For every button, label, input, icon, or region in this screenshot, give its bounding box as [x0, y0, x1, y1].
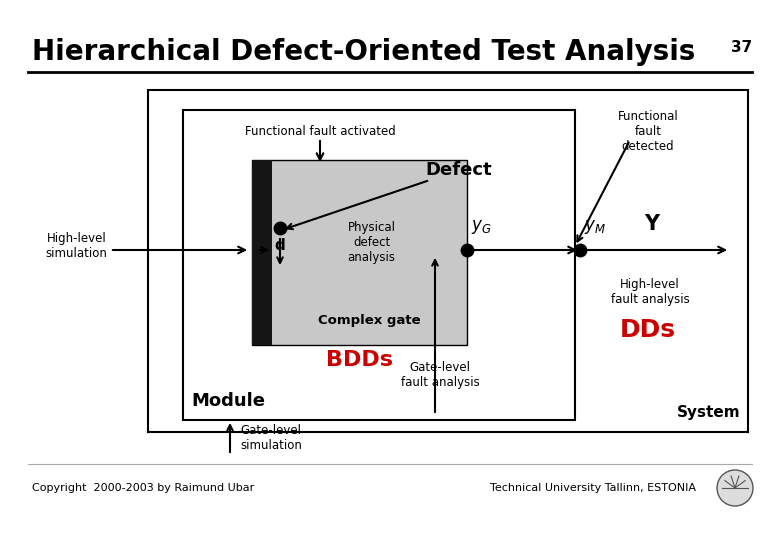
Text: d: d	[275, 238, 285, 253]
Text: DDs: DDs	[620, 318, 676, 342]
Text: Hierarchical Defect-Oriented Test Analysis: Hierarchical Defect-Oriented Test Analys…	[32, 38, 696, 66]
Text: BDDs: BDDs	[327, 350, 393, 370]
Text: High-level
simulation: High-level simulation	[45, 232, 107, 260]
Circle shape	[717, 470, 753, 506]
Text: Functional
fault
detected: Functional fault detected	[618, 110, 679, 153]
Text: Module: Module	[191, 392, 265, 410]
Text: $y_G$: $y_G$	[471, 218, 491, 236]
Text: Technical University Tallinn, ESTONIA: Technical University Tallinn, ESTONIA	[490, 483, 696, 493]
Bar	[183, 110, 575, 420]
Text: $y_M$: $y_M$	[584, 218, 606, 236]
Text: Gate-level
simulation: Gate-level simulation	[240, 424, 302, 452]
Text: Functional fault activated: Functional fault activated	[245, 125, 395, 138]
Text: Gate-level
fault analysis: Gate-level fault analysis	[401, 361, 480, 389]
Text: Defect: Defect	[425, 161, 491, 179]
Bar	[252, 160, 467, 345]
Text: Physical
defect
analysis: Physical defect analysis	[348, 221, 395, 264]
Text: 37: 37	[731, 40, 752, 55]
Text: Complex gate: Complex gate	[318, 314, 421, 327]
Text: Copyright  2000-2003 by Raimund Ubar: Copyright 2000-2003 by Raimund Ubar	[32, 483, 254, 493]
Bar	[252, 160, 272, 345]
Text: Y: Y	[644, 214, 660, 234]
Text: System: System	[676, 405, 740, 420]
Bar	[148, 90, 748, 432]
Text: High-level
fault analysis: High-level fault analysis	[611, 278, 690, 306]
